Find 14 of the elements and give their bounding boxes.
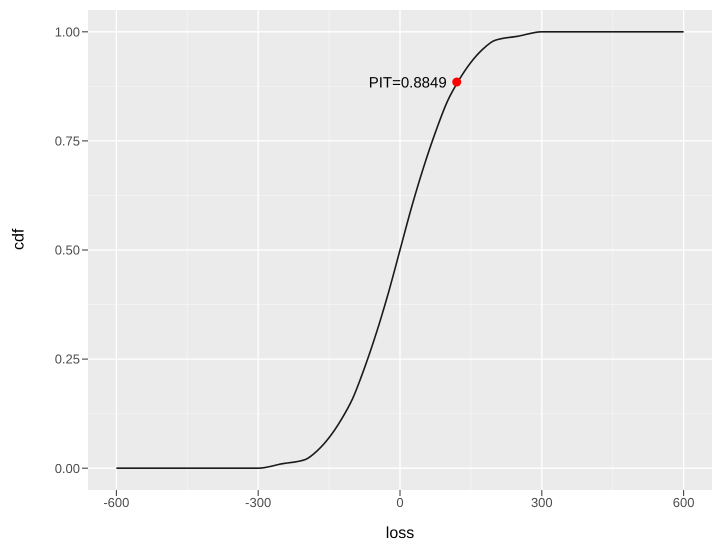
x-tick-label: -600 <box>103 495 130 510</box>
annotation: PIT=0.8849 <box>368 74 447 92</box>
y-tick-label: 1.00 <box>54 24 80 40</box>
x-tick-label: 0 <box>396 495 404 510</box>
x-axis-title: loss <box>386 525 414 542</box>
line-series <box>116 31 684 469</box>
x-tick-label: 600 <box>672 495 694 510</box>
y-tick-label: 0.00 <box>54 460 80 476</box>
y-tick-label: 0.75 <box>54 134 80 149</box>
y-tick-label: 0.25 <box>54 352 80 367</box>
y-tick-label: 0.50 <box>54 242 80 258</box>
y-axis-title: cdf <box>10 228 28 250</box>
x-tick-label: 300 <box>530 495 553 510</box>
x-tick-label: -300 <box>245 495 272 510</box>
